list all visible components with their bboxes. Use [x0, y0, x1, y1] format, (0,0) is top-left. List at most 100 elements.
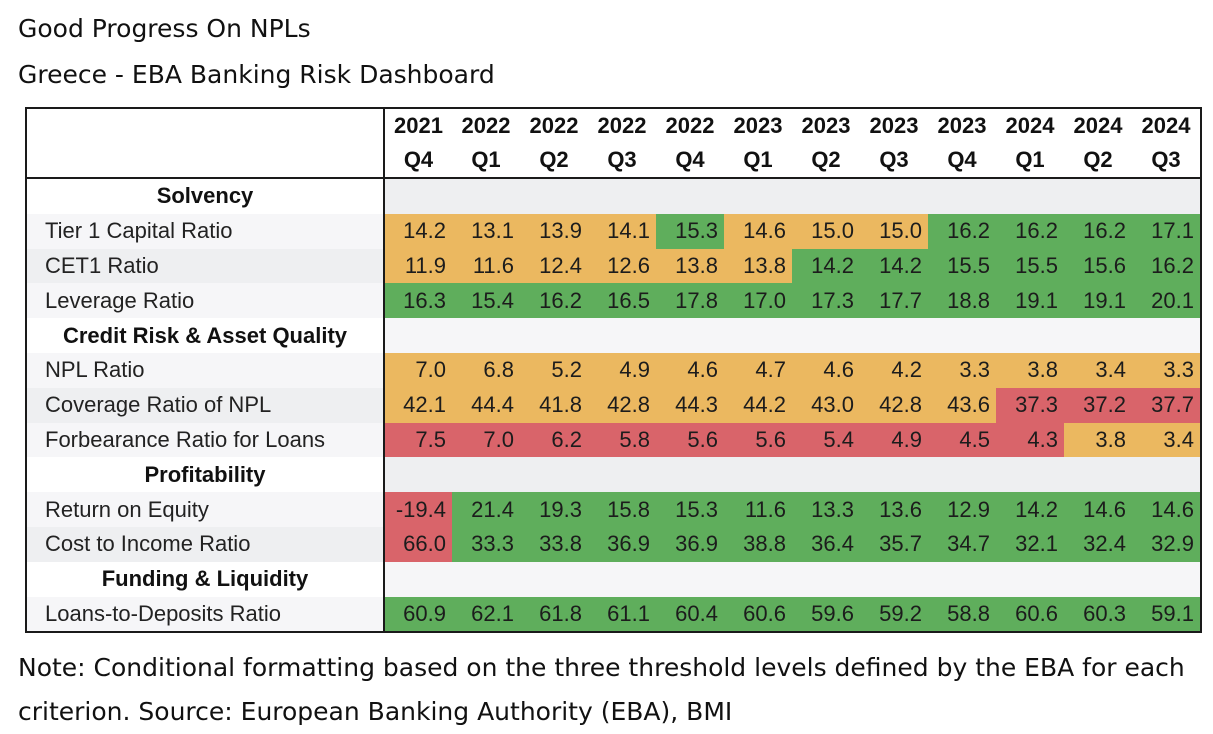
value-cell-green: 16.2 [1064, 213, 1132, 249]
table-row: Tier 1 Capital Ratio 14.2 13.1 13.9 14.1 15.3… [27, 213, 1200, 249]
value-cell-amber: 43.0 [792, 387, 860, 423]
chart-title: Good Progress On NPLs [18, 14, 311, 43]
value-cell-green: 16.2 [520, 283, 588, 319]
column-header-year: 2023 [937, 113, 987, 138]
value-cell-green: 14.2 [996, 492, 1064, 527]
value-cell-amber: 6.8 [452, 352, 520, 388]
value-cell-green: 17.8 [656, 283, 724, 319]
value-cell-green: 36.4 [792, 526, 860, 562]
value-cell-amber: 42.8 [588, 387, 656, 423]
table-row: Loans-to-Deposits Ratio 60.9 62.1 61.8 61.1 6… [27, 596, 1200, 632]
column-header-quarter: Q3 [879, 147, 909, 172]
value-cell-green: 19.1 [996, 283, 1064, 319]
column-header-quarter: Q3 [607, 147, 637, 172]
metric-label: Loans-to-Deposits Ratio [27, 596, 385, 632]
table-row: Return on Equity -19.4 21.4 19.3 15.8 15.3 11.… [27, 492, 1200, 527]
value-cell-amber: 4.7 [724, 352, 792, 388]
value-cell-amber: 12.4 [520, 248, 588, 284]
value-cell-amber: 4.6 [656, 352, 724, 388]
section-label: Solvency [27, 178, 385, 214]
value-cell-green: 60.9 [384, 596, 452, 632]
column-header-quarter: Q3 [1151, 147, 1181, 172]
value-cell-green: 34.7 [928, 526, 996, 562]
metric-label: Forbearance Ratio for Loans [27, 422, 385, 458]
value-cell-red: 6.2 [520, 422, 588, 458]
column-header: 2022 Q4 [656, 109, 724, 179]
value-cell-green: 60.3 [1064, 596, 1132, 632]
value-cell-amber: 5.2 [520, 352, 588, 388]
metric-label: Cost to Income Ratio [27, 526, 385, 562]
value-cell-green: 20.1 [1132, 283, 1200, 319]
value-cell-amber: 44.3 [656, 387, 724, 423]
chart-subtitle: Greece - EBA Banking Risk Dashboard [18, 60, 495, 89]
column-header-year: 2024 [1141, 113, 1191, 138]
metric-label: CET1 Ratio [27, 248, 385, 284]
footnote: Note: Conditional formatting based on th… [18, 653, 1185, 726]
column-header: 2023 Q2 [792, 109, 860, 179]
table-header-row: 2021 Q4 2022 Q1 2022 Q2 2022 Q3 2022 Q4 2023 Q1 2023… [27, 109, 1200, 179]
column-header-year: 2024 [1073, 113, 1123, 138]
column-header: 2024 Q3 [1132, 109, 1200, 179]
section-spacer [384, 457, 1200, 493]
column-header-year: 2022 [665, 113, 715, 138]
column-header-year: 2023 [733, 113, 783, 138]
value-cell-amber: 42.8 [860, 387, 928, 423]
value-cell-red: 37.2 [1064, 387, 1132, 423]
column-header-quarter: Q2 [811, 147, 841, 172]
value-cell-green: 13.3 [792, 492, 860, 527]
metric-label: Coverage Ratio of NPL [27, 387, 385, 423]
section-header-row: Solvency [27, 178, 1200, 214]
column-header-quarter: Q1 [471, 147, 501, 172]
value-cell-green: 17.7 [860, 283, 928, 319]
value-cell-amber: 43.6 [928, 387, 996, 423]
value-cell-amber: 15.0 [860, 213, 928, 249]
value-cell-red: 4.5 [928, 422, 996, 458]
value-cell-green: 15.4 [452, 283, 520, 319]
column-header: 2022 Q2 [520, 109, 588, 179]
value-cell-green: 15.3 [656, 492, 724, 527]
column-header-quarter: Q4 [403, 147, 434, 172]
value-cell-red: 4.3 [996, 422, 1064, 458]
section-spacer [384, 318, 1200, 353]
metric-label: Leverage Ratio [27, 283, 385, 319]
column-header: 2023 Q4 [928, 109, 996, 179]
section-label: Funding & Liquidity [27, 561, 385, 597]
value-cell-green: 15.5 [928, 248, 996, 284]
value-cell-red: 37.7 [1132, 387, 1200, 423]
value-cell-green: 61.1 [588, 596, 656, 632]
value-cell-green: 17.3 [792, 283, 860, 319]
value-cell-green: 13.6 [860, 492, 928, 527]
column-header-quarter: Q1 [1015, 147, 1045, 172]
value-cell-amber: 3.4 [1064, 352, 1132, 388]
value-cell-green: 14.2 [860, 248, 928, 284]
section-spacer [384, 178, 1200, 214]
value-cell-amber: 4.9 [588, 352, 656, 388]
value-cell-green: 32.4 [1064, 526, 1132, 562]
value-cell-red: 7.5 [384, 422, 452, 458]
table-row: Cost to Income Ratio 66.0 33.3 33.8 36.9 36.9… [27, 526, 1200, 562]
value-cell-green: 62.1 [452, 596, 520, 632]
section-header-row: Credit Risk & Asset Quality [27, 318, 1200, 353]
table-row: NPL Ratio 7.0 6.8 5.2 4.9 4.6 4.7 4.6 4.2 3.3 3.8 3… [27, 352, 1200, 388]
column-header-year: 2024 [1005, 113, 1055, 138]
value-cell-green: 59.2 [860, 596, 928, 632]
column-header: 2023 Q3 [860, 109, 928, 179]
section-label: Credit Risk & Asset Quality [27, 318, 385, 353]
table-row: Forbearance Ratio for Loans 7.5 7.0 6.2 5.8 5… [27, 422, 1200, 458]
table-body: Solvency Tier 1 Capital Ratio 14.2 13.1 13.9… [27, 178, 1200, 632]
column-header-year: 2022 [461, 113, 511, 138]
value-cell-red: 5.6 [656, 422, 724, 458]
value-cell-green: 11.6 [724, 492, 792, 527]
section-header-row: Funding & Liquidity [27, 561, 1200, 597]
value-cell-green: 60.6 [996, 596, 1064, 632]
value-cell-green: 19.1 [1064, 283, 1132, 319]
value-cell-green: 16.5 [588, 283, 656, 319]
column-header-quarter: Q4 [675, 147, 705, 172]
table-row: Leverage Ratio 16.3 15.4 16.2 16.5 17.8 17.0 17… [27, 283, 1200, 319]
value-cell-green: 36.9 [588, 526, 656, 562]
value-cell-green: 12.9 [928, 492, 996, 527]
value-cell-green: 60.4 [656, 596, 724, 632]
value-cell-green: 60.6 [724, 596, 792, 632]
value-cell-amber: 13.1 [452, 213, 520, 249]
value-cell-red: -19.4 [384, 492, 452, 527]
